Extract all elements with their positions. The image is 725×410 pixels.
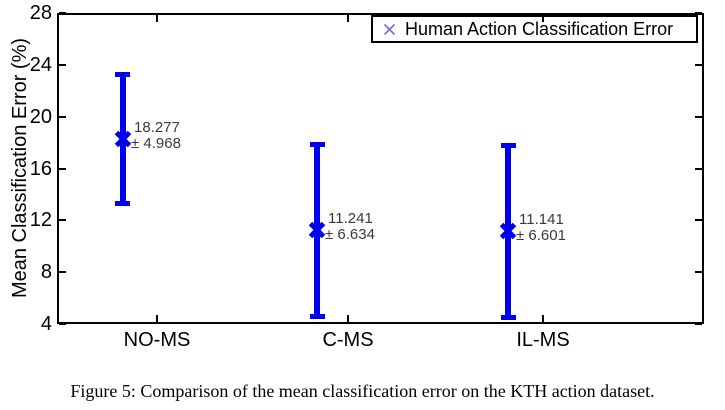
point-annotation: 11.241 ± 6.634 (325, 211, 375, 243)
x-tick-top (542, 15, 545, 22)
y-tick-right (695, 167, 702, 170)
x-marker-icon (308, 221, 326, 244)
point-error-label: ± 6.601 (516, 227, 566, 245)
y-tick-label: 20 (29, 105, 52, 128)
point-value-label: 18.277 (133, 118, 180, 136)
errorbar-cap (500, 143, 516, 149)
errorbar-cap (115, 200, 131, 206)
point-value-label: 11.141 (519, 211, 564, 229)
figure-caption: Figure 5: Comparison of the mean classif… (70, 381, 655, 401)
axes-box (57, 13, 704, 324)
y-tick-label: 4 (40, 313, 52, 335)
point-value-label: 11.241 (328, 210, 373, 228)
y-tick-label: 16 (29, 157, 52, 180)
x-tick-top (156, 15, 159, 22)
y-tick (59, 63, 66, 66)
point-annotation: 11.141 ± 6.601 (516, 212, 566, 244)
x-tick-label: NO-MS (123, 329, 191, 351)
x-marker-icon (114, 130, 132, 153)
point-error-label: ± 6.634 (325, 226, 375, 244)
y-tick (59, 271, 66, 274)
legend-label: Human Action Classification Error (405, 18, 674, 39)
x-tick (156, 315, 159, 322)
y-tick (59, 12, 66, 14)
errorbar-cap (115, 72, 131, 78)
y-tick-right (695, 63, 702, 66)
errorbar-cap (309, 141, 325, 147)
x-tick-label: C-MS (322, 329, 374, 351)
x-marker-legend-icon (383, 23, 396, 36)
y-tick-label: 12 (29, 209, 52, 232)
y-tick-right (695, 12, 702, 14)
legend: Human Action Classification Error (371, 15, 698, 43)
point-annotation: 18.277 ± 4.968 (130, 118, 181, 152)
point-error-label: ± 4.968 (130, 134, 181, 152)
errorbar-cap (500, 314, 516, 320)
errorbar-cap (309, 313, 325, 319)
y-tick-label: 8 (40, 261, 52, 284)
y-tick (59, 219, 66, 222)
x-tick-top (347, 15, 350, 22)
y-tick-right (695, 115, 702, 118)
x-marker-icon (499, 222, 517, 245)
y-tick-right (695, 323, 702, 325)
y-tick-right (695, 271, 702, 274)
y-tick-label: 24 (29, 53, 52, 76)
x-tick (347, 315, 350, 322)
x-tick (542, 315, 545, 322)
x-tick-label: IL-MS (516, 329, 570, 351)
y-tick (59, 323, 66, 325)
y-tick-label: 28 (29, 2, 52, 24)
y-tick-right (695, 219, 702, 222)
y-tick (59, 167, 66, 170)
y-tick (59, 115, 66, 118)
